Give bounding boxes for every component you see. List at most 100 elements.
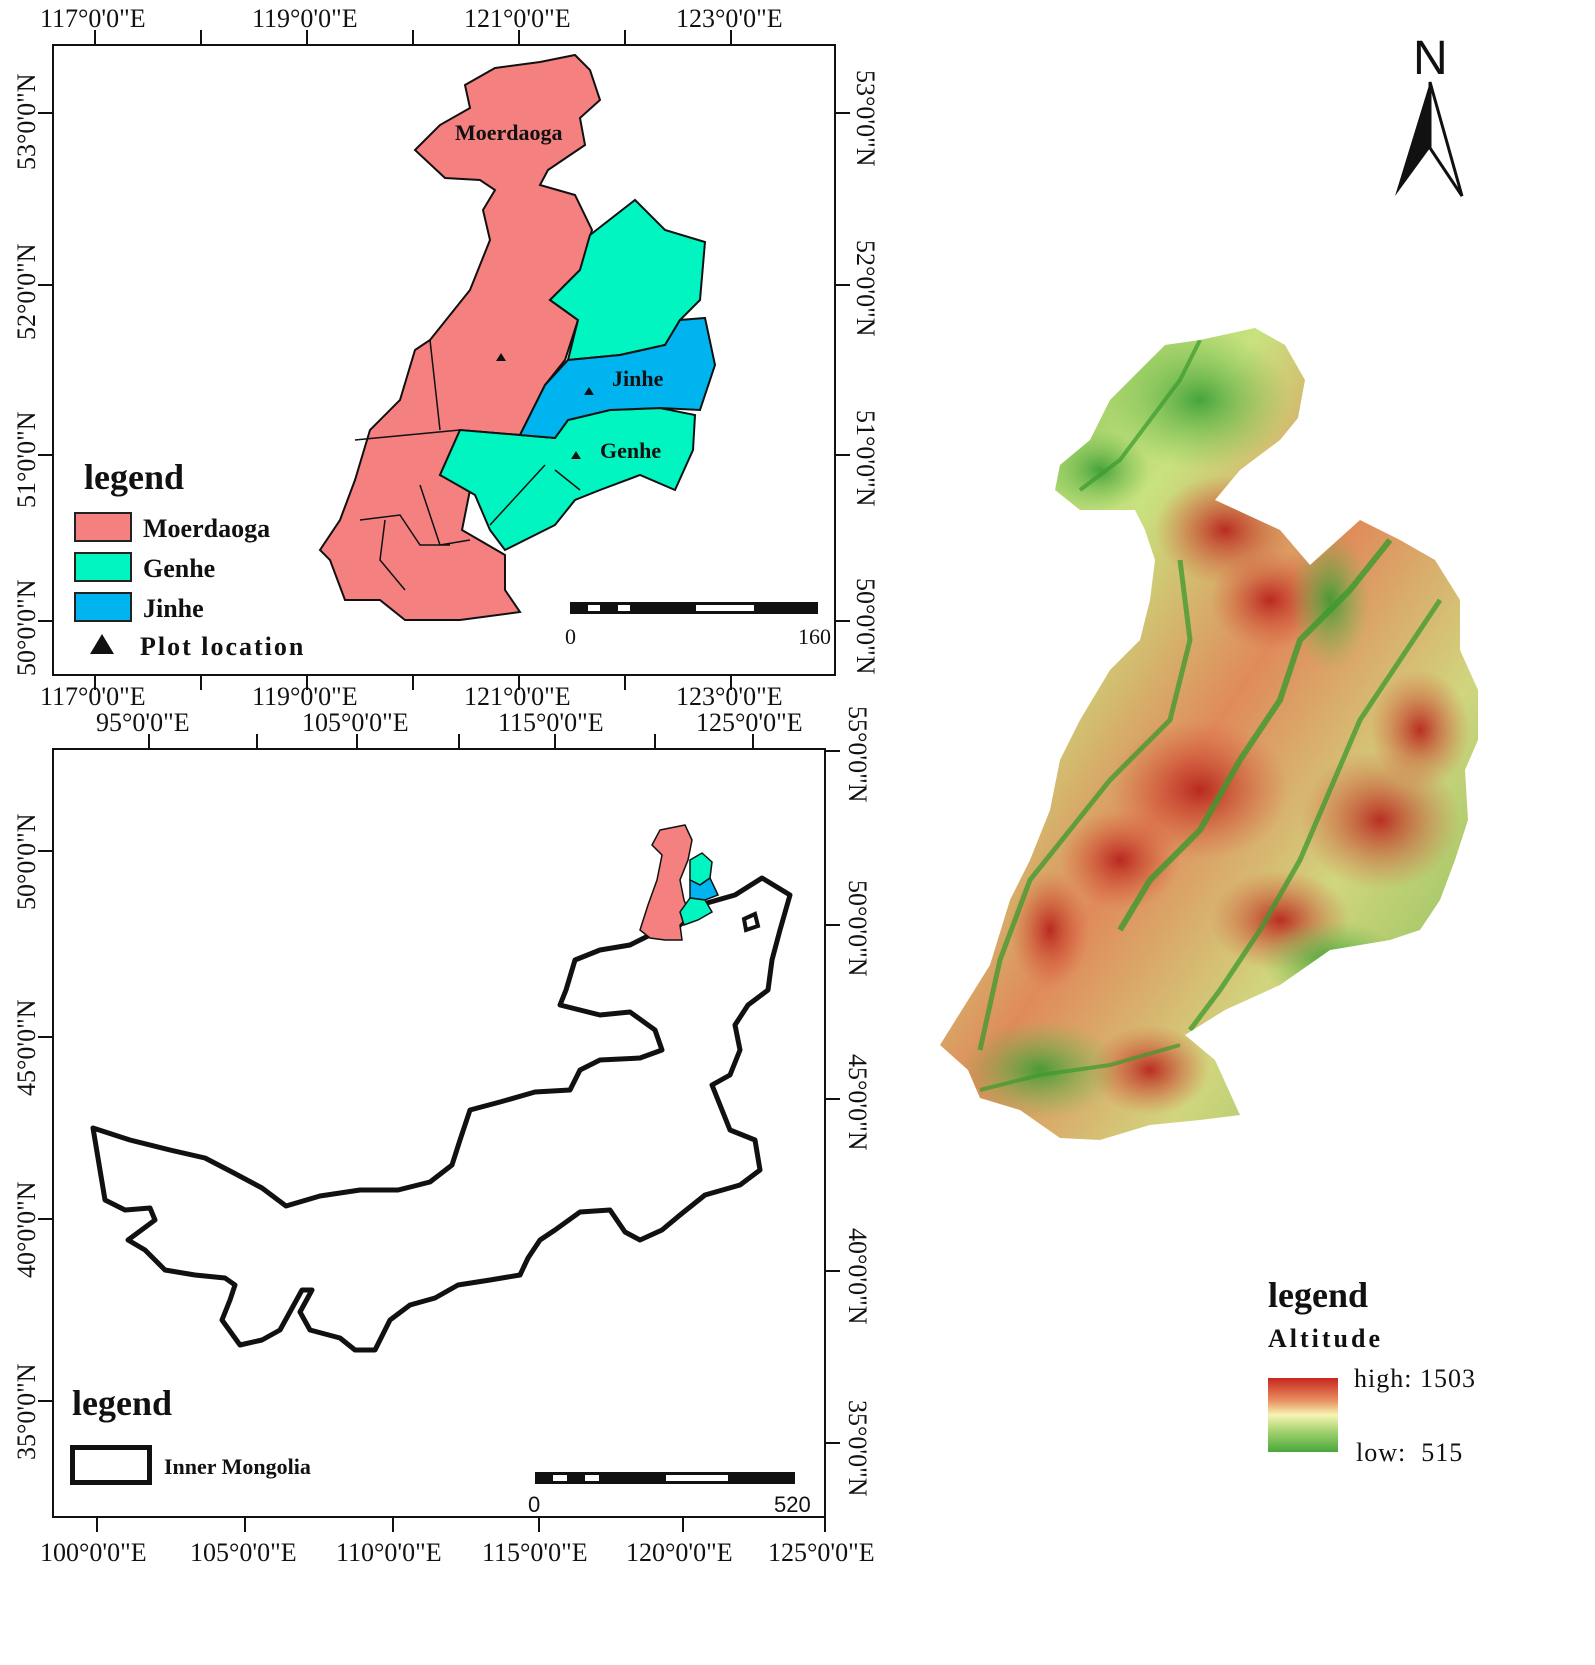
dem-high-zone xyxy=(1010,870,1090,990)
tick-mark xyxy=(38,284,52,286)
bottom-lon-tick-label: 121°0'0"E xyxy=(464,682,571,711)
top-lon-tick-label: 121°0'0"E xyxy=(464,4,571,33)
tick-mark xyxy=(826,924,840,926)
study-area-map: Moerdaoga Jinhe Genhe xyxy=(318,53,818,621)
dem-river xyxy=(1188,598,1443,1032)
scale-bar xyxy=(570,602,818,614)
tick-mark xyxy=(38,1400,52,1402)
altitude-low-label: low: 515 xyxy=(1356,1438,1464,1467)
scale-bar-segment xyxy=(585,1475,599,1481)
top-lon-tick-label: 119°0'0"E xyxy=(252,4,358,33)
legend-item-genhe: Genhe xyxy=(143,554,216,583)
moerdaoga-region xyxy=(318,53,602,621)
tick-mark xyxy=(624,30,626,44)
dem-high-zone xyxy=(1370,670,1470,790)
bottom-map-bottom-lon-label: 115°0'0"E xyxy=(482,1538,588,1567)
scale-start-label: 0 xyxy=(565,624,576,649)
tick-mark xyxy=(836,620,850,622)
tick-mark xyxy=(624,676,626,690)
tick-mark xyxy=(38,454,52,456)
lake-outline xyxy=(741,911,761,933)
scale-bar-segment xyxy=(666,1475,728,1481)
tick-mark xyxy=(730,676,732,690)
altitude-legend-title: legend xyxy=(1268,1275,1369,1315)
tick-mark xyxy=(836,284,850,286)
altitude-color-ramp xyxy=(1268,1378,1338,1452)
bottom-map-bottom-lon-label: 125°0'0"E xyxy=(768,1538,875,1567)
legend-swatch-jinhe xyxy=(74,592,132,622)
legend-swatch-moerdaoga xyxy=(74,512,132,542)
legend-plot-icon xyxy=(90,634,114,654)
tick-mark xyxy=(654,734,656,748)
top-lon-tick-label: 117°0'0"E xyxy=(40,4,146,33)
legend-swatch-genhe xyxy=(74,552,132,582)
bottom-map-bottom-lon-label: 100°0'0"E xyxy=(40,1538,147,1567)
moerdaoga-map-label: Moerdaoga xyxy=(455,120,563,145)
tick-mark xyxy=(824,1518,826,1532)
inset-genhe xyxy=(679,897,714,926)
tick-mark xyxy=(458,734,460,748)
tick-mark xyxy=(96,1518,98,1532)
tick-mark xyxy=(752,734,754,748)
scale-bar-segment xyxy=(553,1475,567,1481)
tick-mark xyxy=(306,30,308,44)
bottom-map-bottom-lon-label: 105°0'0"E xyxy=(190,1538,297,1567)
altitude-high-label: high: 1503 xyxy=(1354,1364,1476,1393)
legend-item-inner-mongolia: Inner Mongolia xyxy=(164,1454,311,1479)
tick-mark xyxy=(826,1098,840,1100)
bottom-lon-tick-label: 119°0'0"E xyxy=(252,682,358,711)
tick-mark xyxy=(826,1442,840,1444)
dem-river xyxy=(1117,538,1393,932)
tick-mark xyxy=(392,1518,394,1532)
tick-mark xyxy=(356,734,358,748)
tick-mark xyxy=(836,112,850,114)
legend-item-jinhe: Jinhe xyxy=(143,594,204,623)
scale-end-label: 160 xyxy=(798,624,831,649)
tick-mark xyxy=(412,676,414,690)
bottom-map-top-lon-label: 105°0'0"E xyxy=(302,708,409,737)
tick-mark xyxy=(836,454,850,456)
inset-moerdaoga xyxy=(639,824,693,941)
tick-mark xyxy=(518,676,520,690)
scale-bar-segment xyxy=(588,605,600,611)
tick-mark xyxy=(94,676,96,690)
legend-title: legend xyxy=(84,457,185,497)
tick-mark xyxy=(538,1518,540,1532)
dem-river xyxy=(1078,339,1202,492)
legend-swatch-inner-mongolia xyxy=(70,1445,152,1485)
plot-location-marker xyxy=(584,387,594,395)
altitude-legend-subtitle: Altitude xyxy=(1268,1324,1383,1353)
tick-mark xyxy=(826,750,840,752)
plot-location-marker xyxy=(571,451,581,459)
tick-mark xyxy=(38,850,52,852)
scale-bar-segment xyxy=(696,605,754,611)
bottom-lon-tick-label: 117°0'0"E xyxy=(40,682,146,711)
tick-mark xyxy=(412,30,414,44)
legend-title: legend xyxy=(72,1383,173,1423)
tick-mark xyxy=(682,1518,684,1532)
bottom-map-top-lon-label: 95°0'0"E xyxy=(96,708,190,737)
tick-mark xyxy=(200,676,202,690)
dem-low-zone xyxy=(960,1020,1120,1120)
dem-river xyxy=(977,559,1193,1051)
scale-end-label: 520 xyxy=(774,1492,811,1517)
plot-location-marker xyxy=(496,353,506,361)
tick-mark xyxy=(244,1518,246,1532)
bottom-map-bottom-lon-label: 110°0'0"E xyxy=(336,1538,442,1567)
district-border xyxy=(354,339,581,591)
tick-mark xyxy=(38,1218,52,1220)
genhe-map-label: Genhe xyxy=(600,438,661,463)
tick-mark xyxy=(554,734,556,748)
north-arrow: N xyxy=(1395,32,1464,197)
jinhe-map-label: Jinhe xyxy=(612,366,664,391)
north-arrow-left xyxy=(1395,82,1430,196)
north-label: N xyxy=(1413,32,1448,85)
inner-mongolia-map xyxy=(90,824,795,1484)
legend-item-moerdaoga: Moerdaoga xyxy=(143,514,271,543)
dem-river xyxy=(979,1043,1181,1092)
dem-high-zone xyxy=(1090,1025,1210,1115)
dem-low-zone xyxy=(1260,920,1400,1000)
tick-mark xyxy=(200,30,202,44)
bottom-map-top-lon-label: 125°0'0"E xyxy=(696,708,803,737)
